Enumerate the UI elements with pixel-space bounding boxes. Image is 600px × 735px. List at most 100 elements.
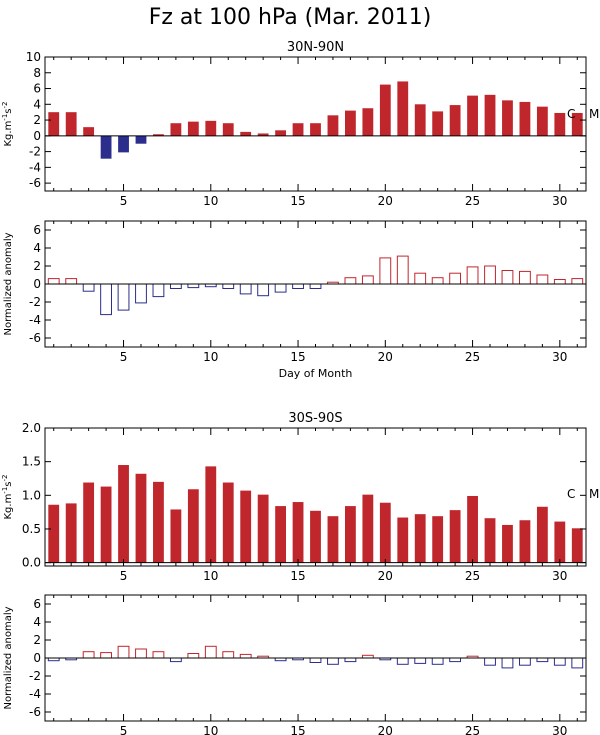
bar (187, 121, 199, 136)
bar (117, 645, 130, 659)
y-tick-label: -6 (29, 331, 41, 345)
x-tick-label: 5 (120, 350, 128, 364)
y-tick-label: 6 (33, 223, 41, 237)
bar (82, 651, 95, 659)
bar (117, 283, 130, 311)
bar (397, 517, 409, 563)
x-tick-label: 20 (378, 569, 393, 583)
bar (571, 657, 584, 669)
bar (449, 272, 462, 285)
bar (187, 489, 199, 563)
bar (309, 283, 322, 289)
bar (344, 277, 357, 285)
bar (239, 653, 252, 659)
bar (327, 115, 339, 136)
y-tick-label: -6 (29, 705, 41, 719)
bar (48, 112, 60, 136)
bar (274, 283, 287, 293)
bar (257, 494, 269, 563)
y-tick-label: 2 (33, 259, 41, 273)
y-axis-label-part: -2 (1, 101, 9, 108)
bar (467, 495, 478, 563)
bar (257, 133, 269, 136)
bar (65, 503, 77, 563)
chart-panel-2: 5 10 15 20 25 30 -6 -4 -2 0 2 4 6 Normalized anomaly D… (3, 220, 587, 380)
x-tick-label: 15 (290, 350, 305, 364)
bar (484, 518, 496, 563)
bar (484, 657, 496, 666)
bar (554, 112, 566, 136)
bar (239, 283, 252, 295)
x-tick-label: 5 (120, 194, 128, 208)
bar (152, 283, 165, 298)
bar (153, 481, 164, 563)
bar (118, 465, 129, 563)
bar (362, 108, 374, 136)
marker-label: M (589, 107, 599, 121)
bar (502, 100, 513, 136)
bar (204, 645, 217, 659)
bar (414, 514, 426, 563)
bar (205, 466, 217, 563)
bar (519, 101, 531, 136)
bar (379, 502, 391, 563)
y-axis-label-part: Kg.m (3, 121, 14, 147)
bar (310, 123, 321, 136)
bar (484, 265, 496, 285)
bar (135, 648, 147, 659)
y-tick-label: -4 (29, 313, 41, 327)
bar (65, 278, 78, 285)
bar (222, 283, 235, 289)
bar (135, 473, 147, 563)
marker-label: C (567, 107, 575, 121)
bar (257, 283, 270, 297)
y-axis-label-part: s (3, 108, 14, 113)
bar (344, 657, 357, 663)
y-axis-label: Normalized anomaly (3, 232, 14, 335)
chart-panel-3: 30S-90S 5 10 15 20 25 30 0.0 0.5 1.0 1.5 2.0 Kg.m-1s… (1, 411, 599, 583)
bar (519, 657, 531, 666)
chart-subtitle: 30N-90N (287, 40, 344, 55)
bar (222, 482, 234, 563)
bar (170, 123, 182, 136)
y-tick-label: 4 (33, 97, 41, 111)
chart-subtitle: 30S-90S (288, 411, 342, 426)
bar (205, 120, 217, 136)
bar (571, 528, 583, 563)
y-tick-label: 4 (33, 241, 41, 255)
bar (431, 277, 444, 285)
y-axis-label-part: -1 (1, 114, 9, 121)
bar (100, 652, 112, 659)
bar (153, 134, 164, 136)
bar (240, 490, 252, 563)
bar (432, 516, 444, 563)
y-axis-label-part: -1 (1, 487, 9, 494)
bar (135, 283, 147, 304)
x-tick-label: 15 (290, 724, 305, 735)
x-tick-label: 25 (465, 194, 480, 208)
bar (449, 105, 461, 136)
bar (379, 84, 391, 136)
bar (100, 283, 112, 316)
x-tick-label: 15 (290, 569, 305, 583)
bar (344, 506, 356, 563)
bar (292, 123, 304, 136)
bar (65, 112, 77, 136)
bar (396, 657, 409, 665)
bar (536, 506, 548, 563)
y-axis-label-part: s (3, 481, 14, 486)
y-tick-label: 0 (33, 129, 41, 143)
x-tick-label: 10 (203, 350, 218, 364)
y-tick-label: 8 (33, 66, 41, 80)
bar (292, 283, 304, 289)
bar (396, 255, 409, 285)
bar (501, 657, 514, 669)
bar (169, 283, 182, 289)
x-tick-label: 25 (465, 724, 480, 735)
y-tick-label: 2.0 (22, 421, 41, 435)
bar (484, 94, 496, 136)
